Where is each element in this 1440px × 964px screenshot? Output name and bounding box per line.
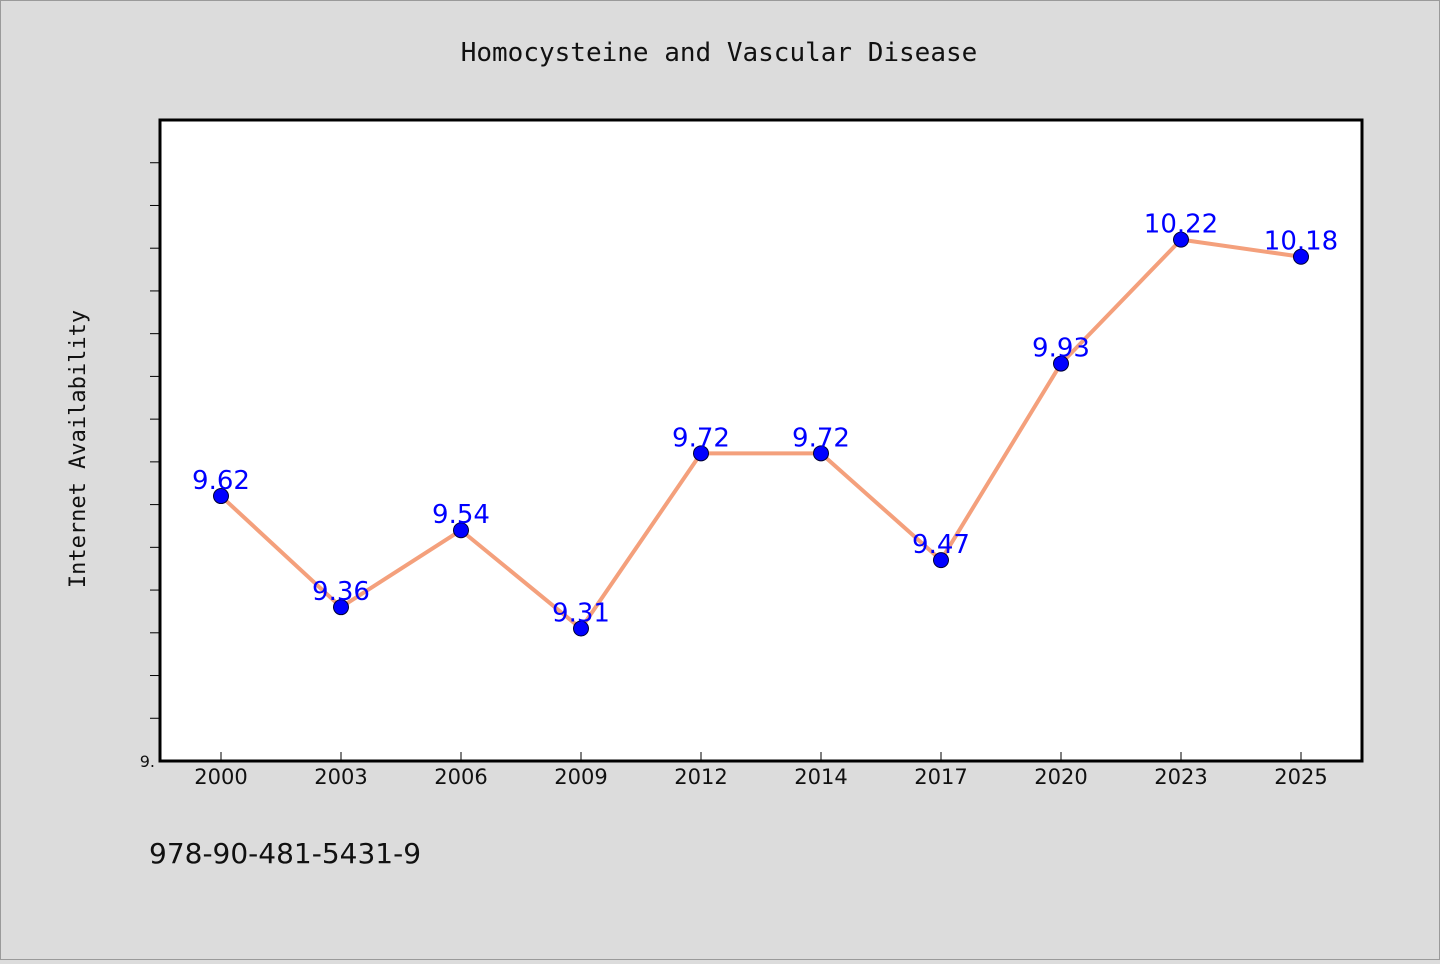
x-tick-label: 2025: [1274, 765, 1327, 789]
plot-area: [158, 118, 1364, 763]
data-label: 10.18: [1264, 227, 1338, 257]
data-label: 10.22: [1144, 210, 1218, 240]
series-line: [219, 237, 1302, 631]
x-axis-ticks: 2000 2003 2006 2009 2012 2014 2017 2020 2023 2025: [194, 752, 1328, 789]
data-label: 9.47: [912, 530, 970, 560]
x-tick-label: 2023: [1154, 765, 1207, 789]
data-point: [693, 445, 709, 462]
chart-title: Homocysteine and Vascular Disease: [461, 38, 978, 68]
x-tick-label: 2012: [674, 765, 727, 789]
y-tick-label: 9.: [140, 752, 155, 771]
data-point: [573, 620, 589, 637]
data-point: [333, 599, 349, 616]
x-tick-label: 2003: [314, 765, 367, 789]
data-point: [213, 488, 229, 505]
data-point: [1173, 231, 1189, 248]
y-axis-label: Internet Availability: [66, 310, 91, 588]
data-label: 9.72: [792, 423, 850, 453]
data-label: 9.54: [432, 500, 490, 530]
data-point: [813, 445, 829, 462]
data-point: [1053, 355, 1069, 372]
x-tick-label: 2009: [554, 765, 607, 789]
data-point: [933, 552, 949, 569]
data-label: 9.93: [1032, 334, 1090, 364]
data-label: 9.72: [672, 423, 730, 453]
x-tick-label: 2006: [434, 765, 487, 789]
x-tick-label: 2000: [194, 765, 247, 789]
data-label: 9.62: [192, 466, 250, 496]
isbn-text: 978-90-481-5431-9: [149, 837, 421, 870]
y-axis-ticks: [150, 162, 160, 719]
x-tick-label: 2014: [794, 765, 847, 789]
data-label: 9.36: [312, 577, 370, 607]
data-point: [1293, 248, 1309, 265]
data-point: [453, 522, 469, 539]
data-label: 9.31: [552, 599, 610, 629]
x-tick-label: 2017: [914, 765, 967, 789]
x-tick-label: 2020: [1034, 765, 1087, 789]
series-layer: [213, 231, 1309, 637]
data-labels-layer: 9.62 9.36 9.54 9.31 9.72 9.72 9.47 9.93 10.22 10.…: [192, 210, 1338, 629]
